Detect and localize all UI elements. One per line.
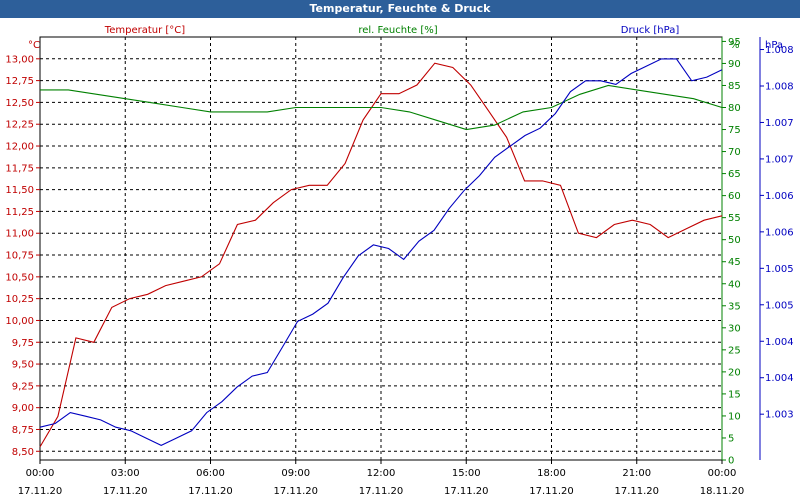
pressure-tick-label: 1.005 [765,300,794,311]
pressure-tick-label: 1.006 [765,191,794,202]
humidity-axis-title: rel. Feuchte [%] [358,25,437,36]
temperature-tick-label: 10,50 [5,272,34,283]
window-title: Temperatur, Feuchte & Druck [0,0,800,18]
temperature-tick-label: 11,00 [5,229,34,240]
pressure-tick-label: 1.004 [765,373,794,384]
date-tick-label: 17.11.20 [614,486,659,497]
temperature-tick-label: 10,75 [5,251,34,262]
humidity-series-line [40,84,723,131]
date-tick-label: 17.11.20 [359,486,404,497]
temperature-tick-label: 9,00 [12,403,34,414]
humidity-tick-label: 95 [728,37,741,48]
date-tick-label: 17.11.20 [188,486,233,497]
humidity-tick-label: 35 [728,301,741,312]
time-tick-label: 06:00 [196,468,225,479]
humidity-unit-label: % [730,40,740,51]
date-tick-label: 18.11.20 [700,486,745,497]
temperature-tick-label: 9,75 [12,338,34,349]
pressure-tick-label: 1.007 [765,154,794,165]
time-tick-label: 18:00 [537,468,566,479]
time-tick-label: 00:00 [26,468,55,479]
temperature-tick-label: 10,25 [5,294,34,305]
humidity-tick-label: 80 [728,103,741,114]
temperature-axis-title: Temperatur [°C] [104,25,185,36]
pressure-tick-label: 1.007 [765,118,794,129]
date-tick-label: 17.11.20 [273,486,318,497]
temperature-unit-label: °C [28,40,40,51]
humidity-tick-label: 45 [728,257,741,268]
humidity-tick-label: 85 [728,81,741,92]
time-tick-label: 03:00 [111,468,140,479]
time-tick-label: 00:00 [708,468,737,479]
humidity-tick-label: 10 [728,411,741,422]
pressure-tick-label: 1.008 [765,45,794,56]
date-tick-label: 17.11.20 [18,486,63,497]
temperature-tick-label: 8,50 [12,447,34,458]
temperature-tick-label: 9,50 [12,360,34,371]
humidity-tick-label: 75 [728,125,741,136]
time-tick-label: 12:00 [367,468,396,479]
pressure-axis-title: Druck [hPa] [621,25,680,36]
humidity-tick-label: 30 [728,323,741,334]
date-tick-label: 17.11.20 [444,486,489,497]
temperature-tick-label: 11,50 [5,185,34,196]
humidity-tick-label: 0 [728,456,734,467]
humidity-tick-label: 55 [728,213,741,224]
temperature-tick-label: 12,75 [5,76,34,87]
temperature-tick-label: 9,25 [12,381,34,392]
humidity-tick-label: 25 [728,345,741,356]
temperature-tick-label: 11,25 [5,207,34,218]
time-tick-label: 09:00 [281,468,310,479]
temperature-tick-label: 12,25 [5,120,34,131]
temperature-tick-label: 10,00 [5,316,34,327]
pressure-tick-label: 1.006 [765,227,794,238]
pressure-tick-label: 1.004 [765,337,794,348]
pressure-tick-label: 1.003 [765,410,794,421]
temperature-tick-label: 12,00 [5,142,34,153]
humidity-tick-label: 60 [728,191,741,202]
temperature-series-line [39,62,723,448]
humidity-tick-label: 90 [728,59,741,70]
humidity-tick-label: 15 [728,389,741,400]
temperature-tick-label: 12,50 [5,98,34,109]
pressure-series-line [39,58,723,447]
time-tick-label: 15:00 [452,468,481,479]
pressure-unit-label: hPa [765,40,783,51]
pressure-tick-label: 1.008 [765,81,794,92]
temperature-tick-label: 8,75 [12,425,34,436]
humidity-tick-label: 65 [728,169,741,180]
pressure-tick-label: 1.005 [765,264,794,275]
humidity-tick-label: 40 [728,279,741,290]
humidity-tick-label: 20 [728,367,741,378]
humidity-tick-label: 50 [728,235,741,246]
humidity-tick-label: 5 [728,433,734,444]
date-tick-label: 17.11.20 [103,486,148,497]
date-tick-label: 17.11.20 [529,486,574,497]
temperature-tick-label: 13,00 [5,54,34,65]
humidity-tick-label: 70 [728,147,741,158]
time-tick-label: 21:00 [622,468,651,479]
temperature-tick-label: 11,75 [5,163,34,174]
